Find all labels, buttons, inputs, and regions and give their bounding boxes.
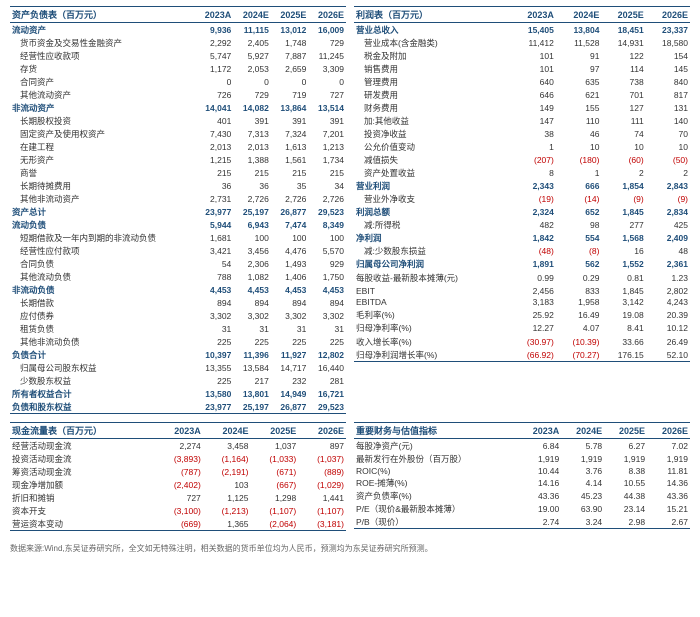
row-label: 固定资产及使用权资产 bbox=[10, 127, 195, 140]
row-label: 经营活动现金流 bbox=[10, 439, 155, 453]
row-label: 归属母公司净利润 bbox=[354, 257, 510, 270]
table-title: 资产负债表（百万元） bbox=[10, 7, 195, 23]
year-col: 2024E bbox=[233, 7, 271, 23]
row-label: 短期借款及一年内到期的非流动负债 bbox=[10, 231, 195, 244]
row-label: 减值损失 bbox=[354, 153, 510, 166]
year-col: 2025E bbox=[271, 7, 309, 23]
row-label: 归母净利润增长率(%) bbox=[354, 348, 510, 362]
row-label: 销售费用 bbox=[354, 62, 510, 75]
row-label: 管理费用 bbox=[354, 75, 510, 88]
row-label: 商誉 bbox=[10, 166, 195, 179]
row-label: 其他流动负债 bbox=[10, 270, 195, 283]
year-col: 2026E bbox=[298, 423, 346, 439]
row-label: 毛利率(%) bbox=[354, 308, 510, 321]
row-label: 最新发行在外股份（百万股） bbox=[354, 452, 518, 465]
row-label: 营运资本变动 bbox=[10, 517, 155, 531]
row-label: 无形资产 bbox=[10, 153, 195, 166]
row-label: 每股净资产(元) bbox=[354, 439, 518, 453]
row-label: 存货 bbox=[10, 62, 195, 75]
row-label: 租赁负债 bbox=[10, 322, 195, 335]
row-label: 净利润 bbox=[354, 231, 510, 244]
row-label: 收入增长率(%) bbox=[354, 335, 510, 348]
year-col: 2023A bbox=[155, 423, 203, 439]
row-label: 利润总额 bbox=[354, 205, 510, 218]
row-label: 货币资金及交易性金融资产 bbox=[10, 36, 195, 49]
row-label: 流动资产 bbox=[10, 23, 195, 37]
row-label: 其他流动资产 bbox=[10, 88, 195, 101]
row-label: 归属母公司股东权益 bbox=[10, 361, 195, 374]
row-label: 经营性应收款项 bbox=[10, 49, 195, 62]
row-label: 经营性应付款项 bbox=[10, 244, 195, 257]
row-label: 长期股权投资 bbox=[10, 114, 195, 127]
table-title: 利润表（百万元） bbox=[354, 7, 510, 23]
year-col: 2024E bbox=[203, 423, 251, 439]
year-col: 2026E bbox=[647, 423, 690, 439]
year-col: 2023A bbox=[195, 7, 233, 23]
row-label: 合同资产 bbox=[10, 75, 195, 88]
footnote: 数据来源:Wind,东吴证券研究所，全文如无特殊注明，相关数据的货币单位均为人民… bbox=[10, 543, 690, 554]
fin-table: 资产负债表（百万元）2023A2024E2025E2026E流动资产9,9361… bbox=[10, 6, 346, 414]
row-label: EBIT bbox=[354, 285, 510, 296]
row-label: 营业成本(含金融类) bbox=[354, 36, 510, 49]
row-label: EBITDA bbox=[354, 296, 510, 307]
row-label: 应付债券 bbox=[10, 309, 195, 322]
row-label: 归母净利率(%) bbox=[354, 321, 510, 334]
year-col: 2026E bbox=[308, 7, 346, 23]
table-title: 重要财务与估值指标 bbox=[354, 423, 518, 439]
row-label: 资本开支 bbox=[10, 504, 155, 517]
year-col: 2025E bbox=[251, 423, 299, 439]
row-label: 其他非流动资产 bbox=[10, 192, 195, 205]
year-col: 2024E bbox=[556, 7, 602, 23]
row-label: ROE-摊薄(%) bbox=[354, 476, 518, 489]
row-label: 负债合计 bbox=[10, 348, 195, 361]
row-label: 所有者权益合计 bbox=[10, 387, 195, 400]
year-col: 2023A bbox=[510, 7, 556, 23]
row-label: 财务费用 bbox=[354, 101, 510, 114]
row-label: 在建工程 bbox=[10, 140, 195, 153]
income-statement-panel: 利润表（百万元）2023A2024E2025E2026E营业总收入15,4051… bbox=[354, 6, 690, 414]
row-label: 负债和股东权益 bbox=[10, 400, 195, 414]
row-label: 营业利润 bbox=[354, 179, 510, 192]
key-metrics-panel: 重要财务与估值指标2023A2024E2025E2026E每股净资产(元)6.8… bbox=[354, 422, 690, 531]
row-label: 非流动资产 bbox=[10, 101, 195, 114]
cash-flow-panel: 现金流量表（百万元）2023A2024E2025E2026E经营活动现金流2,2… bbox=[10, 422, 346, 531]
fin-table: 利润表（百万元）2023A2024E2025E2026E营业总收入15,4051… bbox=[354, 6, 690, 362]
row-label: P/B（现价） bbox=[354, 515, 518, 529]
row-label: 投资活动现金流 bbox=[10, 452, 155, 465]
row-label: 合同负债 bbox=[10, 257, 195, 270]
year-col: 2025E bbox=[601, 7, 645, 23]
balance-sheet-panel: 资产负债表（百万元）2023A2024E2025E2026E流动资产9,9361… bbox=[10, 6, 346, 414]
row-label: 减:所得税 bbox=[354, 218, 510, 231]
year-col: 2024E bbox=[561, 423, 604, 439]
row-label: 资产负债率(%) bbox=[354, 489, 518, 502]
row-label: 投资净收益 bbox=[354, 127, 510, 140]
row-label: 长期待摊费用 bbox=[10, 179, 195, 192]
year-col: 2025E bbox=[604, 423, 647, 439]
row-label: 资产总计 bbox=[10, 205, 195, 218]
table-title: 现金流量表（百万元） bbox=[10, 423, 155, 439]
fin-table: 现金流量表（百万元）2023A2024E2025E2026E经营活动现金流2,2… bbox=[10, 422, 346, 531]
row-label: 折旧和摊销 bbox=[10, 491, 155, 504]
row-label: 少数股东权益 bbox=[10, 374, 195, 387]
row-label: 其他非流动负债 bbox=[10, 335, 195, 348]
row-label: 营业总收入 bbox=[354, 23, 510, 37]
row-label: 研发费用 bbox=[354, 88, 510, 101]
row-label: 税金及附加 bbox=[354, 49, 510, 62]
row-label: 减:少数股东损益 bbox=[354, 244, 510, 257]
row-label: 加:其他收益 bbox=[354, 114, 510, 127]
year-col: 2023A bbox=[518, 423, 562, 439]
row-label: 筹资活动现金流 bbox=[10, 465, 155, 478]
row-label: 长期借款 bbox=[10, 296, 195, 309]
row-label: 流动负债 bbox=[10, 218, 195, 231]
year-col: 2026E bbox=[646, 7, 690, 23]
fin-table: 重要财务与估值指标2023A2024E2025E2026E每股净资产(元)6.8… bbox=[354, 422, 690, 529]
row-label: 非流动负债 bbox=[10, 283, 195, 296]
row-label: 公允价值变动 bbox=[354, 140, 510, 153]
row-label: 资产处置收益 bbox=[354, 166, 510, 179]
row-label: P/E（现价&最新股本摊薄） bbox=[354, 502, 518, 515]
row-label: ROIC(%) bbox=[354, 465, 518, 476]
row-label: 营业外净收支 bbox=[354, 192, 510, 205]
row-label: 每股收益-最新股本摊薄(元) bbox=[354, 271, 510, 284]
row-label: 现金净增加额 bbox=[10, 478, 155, 491]
